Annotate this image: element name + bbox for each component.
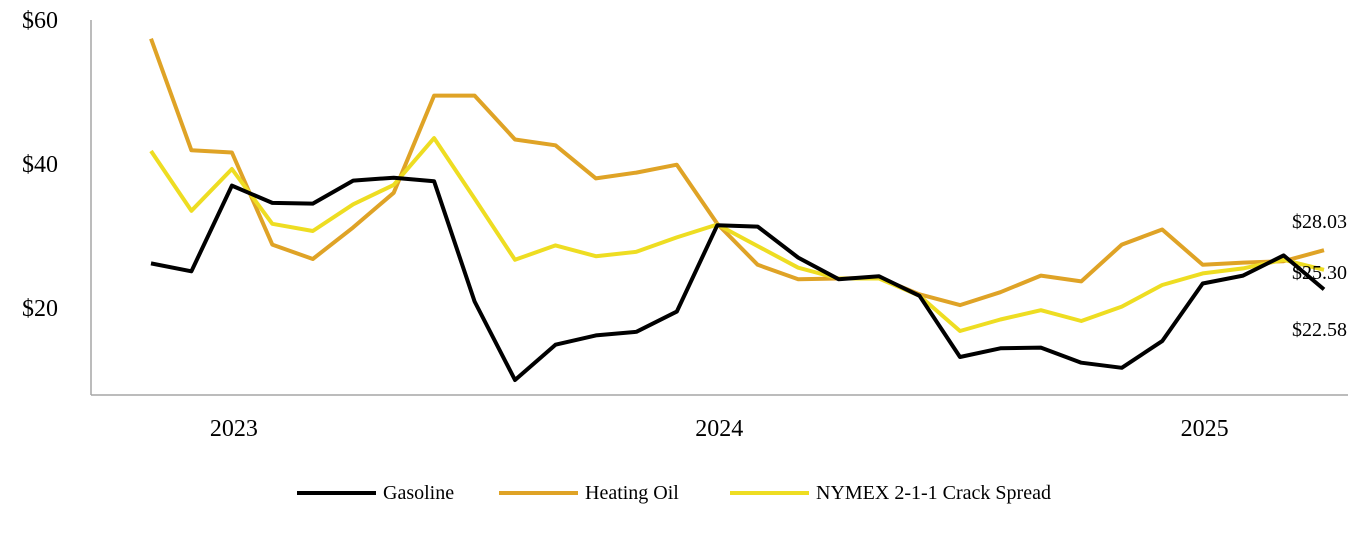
y-axis-ticks: $20 $40 $60 <box>22 8 58 322</box>
series-line-gasoline <box>150 175 1326 382</box>
series-line-heating-oil <box>149 38 1325 308</box>
x-tick-label: 2025 <box>1181 416 1229 442</box>
end-value-label: $22.58 <box>1292 319 1347 341</box>
end-value-label: $25.30 <box>1292 262 1347 284</box>
legend-label: Heating Oil <box>585 482 679 504</box>
legend: Gasoline Heating Oil NYMEX 2-1-1 Crack Spr… <box>297 482 1051 504</box>
x-tick-label: 2024 <box>695 416 743 442</box>
series-line-nymex-2-1-1-crack-spread <box>149 136 1325 333</box>
x-axis-ticks: 2023 2024 2025 <box>210 416 1229 442</box>
legend-label: Gasoline <box>383 482 454 504</box>
series-lines <box>149 38 1326 382</box>
end-labels: $28.03 $25.30 $22.58 <box>1292 211 1347 341</box>
y-tick-label: $60 <box>22 8 58 34</box>
end-value-label: $28.03 <box>1292 211 1347 233</box>
x-tick-label: 2023 <box>210 416 258 442</box>
legend-label: NYMEX 2-1-1 Crack Spread <box>816 482 1051 504</box>
y-tick-label: $40 <box>22 152 58 178</box>
y-tick-label: $20 <box>22 296 58 322</box>
